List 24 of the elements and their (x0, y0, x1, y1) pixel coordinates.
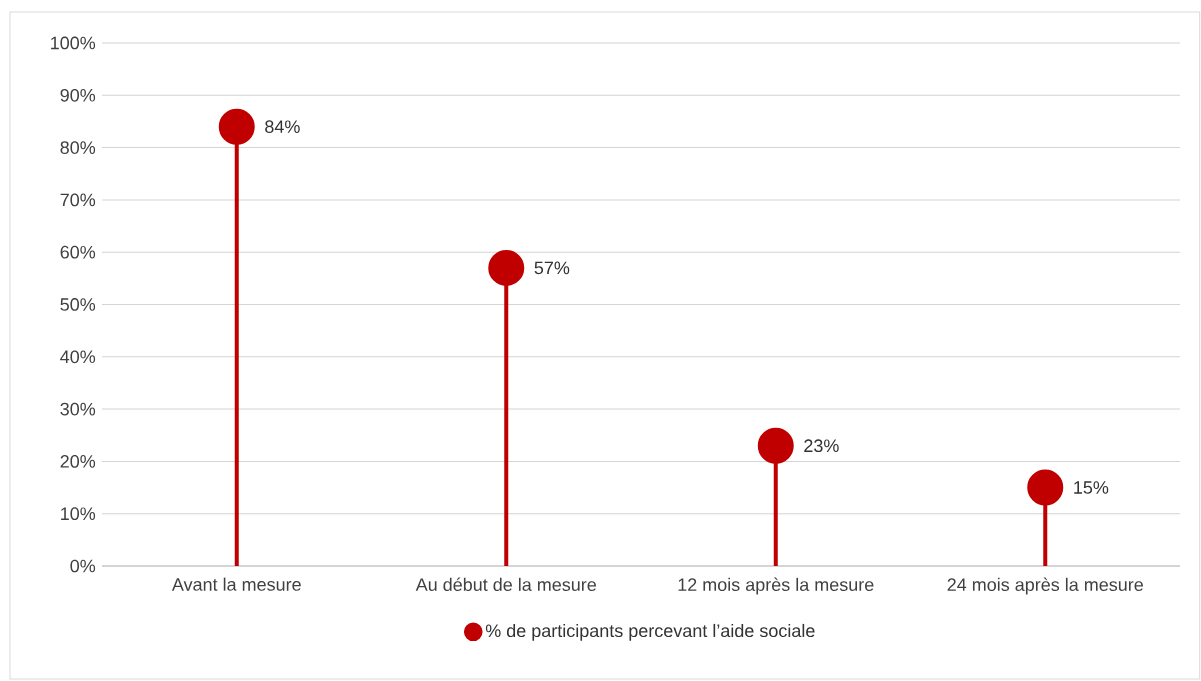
x-tick-label: Avant la mesure (171, 577, 301, 591)
legend-label: % de participants percevant l’aide sociale (485, 623, 815, 641)
point (1027, 469, 1064, 506)
data-label: 15% (1074, 481, 1109, 494)
y-tick-label: 10% (61, 507, 96, 521)
y-tick-label: 60% (60, 245, 96, 259)
x-tick-label: Au début de la mesure (415, 577, 596, 592)
data-label: 84% (265, 120, 300, 134)
point (218, 108, 255, 145)
x-tick-label: 12 mois après la mesure (678, 577, 874, 595)
x-tick-label: 24 mois après la mesure (947, 577, 1143, 595)
y-tick-label: 40% (60, 350, 96, 364)
y-tick-label: 90% (60, 88, 96, 102)
y-tick-label: 30% (60, 402, 96, 416)
y-tick-label: 80% (60, 141, 96, 154)
y-tick-label: 70% (60, 193, 96, 207)
point (488, 249, 525, 286)
y-tick-label: 20% (60, 455, 96, 468)
y-tick-label: 50% (60, 298, 96, 311)
point (757, 427, 794, 464)
data-label: 57% (534, 261, 570, 275)
y-tick-label: 0% (70, 559, 96, 573)
data-label: 23% (804, 439, 839, 453)
y-tick-label: 100% (51, 36, 96, 50)
